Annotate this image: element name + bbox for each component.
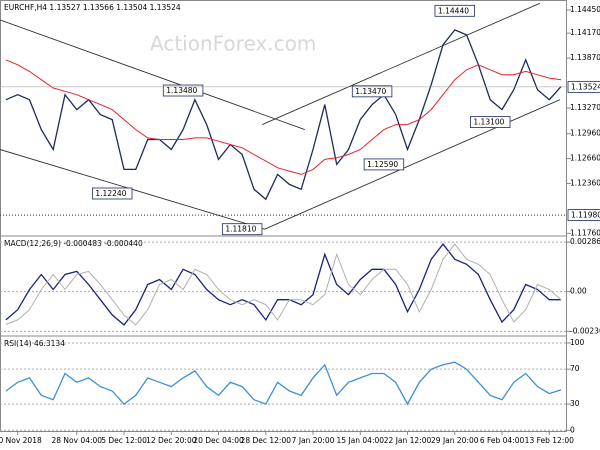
price-annotation-box [351,85,393,98]
y-tick-label: 1.13270 [570,103,600,112]
rsi-title: RSI(14) 46.3134 [4,339,65,348]
series-line [5,59,562,175]
chart-title: EURCHF,H4 1.13527 1.13566 1.13504 1.1352… [4,3,181,12]
price-annotation-box [434,4,475,17]
price-annotation: 1.14440 [438,6,469,15]
last-price-label-box [567,80,600,93]
frame [0,0,567,432]
x-tick-label: 20 Dec 04:00 [193,436,244,445]
trend-line [0,19,305,130]
x-tick-label: 20 Nov 2018 [0,436,42,445]
x-tick-label: 29 Jan 20:00 [431,436,479,445]
x-tick-label: 7 Jan 20:00 [292,436,335,445]
x-tick-label: 12 Dec 20:00 [146,436,197,445]
y-tick-label: 1.12360 [570,179,600,188]
y-tick-label: 0.002865 [570,237,600,246]
series-line [5,243,562,326]
price-annotation: 1.11810 [225,225,256,234]
watermark: ActionForex.com [150,32,316,56]
price-annotation: 1.13100 [473,118,504,127]
y-tick-label: 1.11760 [570,228,600,237]
price-annotation-box [162,84,204,97]
y-tick-label: 0 [570,425,575,434]
level-label: 1.11980 [571,211,600,220]
series-line [5,29,562,201]
y-tick-label: 1.13870 [570,53,600,62]
macd-title: MACD(12,26,9) -0.000483 -0.000440 [4,239,143,248]
y-tick-label: 70 [570,364,580,373]
x-tick-label: 22 Jan 12:00 [384,436,432,445]
y-tick-label: 1.12960 [570,129,600,138]
price-annotation: 1.13470 [355,87,386,96]
price-annotation: 1.13480 [166,86,197,95]
x-tick-label: 28 Dec 12:00 [241,436,292,445]
y-tick-label: 0.00 [570,287,587,296]
series-line [5,243,562,326]
trend-line [264,99,561,230]
x-tick-label: 13 Feb 12:00 [525,436,574,445]
price-annotation-box [92,187,133,200]
price-annotation-box [470,116,511,128]
x-tick-label: 28 Nov 04:00 [51,436,102,445]
x-tick-label: 5 Dec 12:00 [101,436,147,445]
price-annotation: 1.12240 [95,189,126,198]
y-tick-label: 30 [570,399,580,408]
price-annotation-box [363,158,405,171]
price-annotation-box [221,223,263,236]
series-line [5,361,562,406]
price-annotation: 1.12590 [367,160,398,169]
level-label-box [567,209,600,221]
y-tick-label: -0.002302 [570,326,600,335]
x-tick-label: 6 Feb 04:00 [480,436,525,445]
y-tick-label: 1.14170 [570,28,600,37]
trend-line [262,2,541,125]
last-price-label: 1.13524 [571,82,600,91]
y-tick-label: 1.14450 [570,5,600,14]
x-tick-label: 15 Jan 04:00 [337,436,385,445]
y-tick-label: 100 [570,338,585,347]
y-tick-label: 1.12660 [570,154,600,163]
